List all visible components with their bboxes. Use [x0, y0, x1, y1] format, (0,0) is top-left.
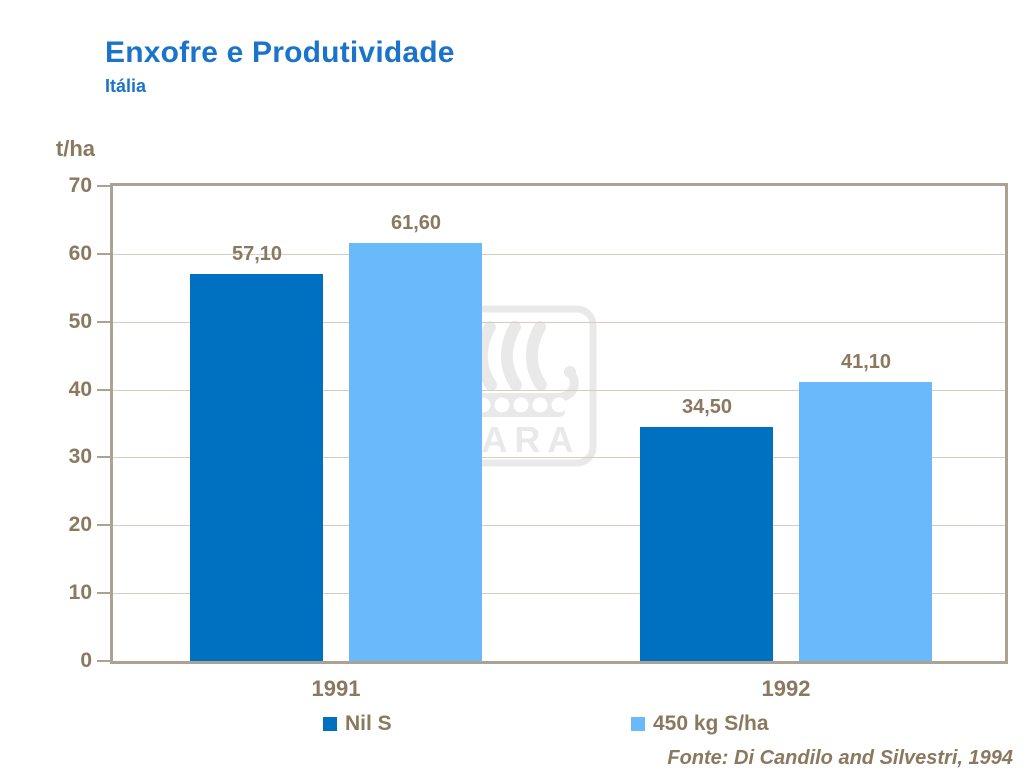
y-tick-mark — [97, 388, 110, 391]
legend-item-450kg: 450 kg S/ha — [631, 712, 769, 736]
bar-value-label: 41,10 — [840, 351, 892, 373]
bar-1991-nil-s — [190, 274, 323, 661]
legend-label: 450 kg S/ha — [653, 712, 769, 735]
y-tick-mark — [97, 524, 110, 527]
y-tick-label: 50 — [68, 309, 92, 333]
legend-label: Nil S — [345, 712, 392, 735]
y-tick-mark — [97, 320, 110, 323]
gridline — [113, 390, 1005, 391]
y-tick-label: 0 — [80, 649, 92, 672]
y-tick-label: 40 — [68, 377, 92, 401]
legend-swatch-icon — [323, 717, 337, 731]
x-category-label-1992: 1992 — [761, 676, 811, 701]
bar-1991-450kg — [349, 243, 482, 661]
y-tick-mark — [97, 592, 110, 595]
y-tick-mark — [97, 185, 110, 187]
gridline — [113, 322, 1005, 323]
y-axis-unit-label: t/ha — [55, 136, 95, 161]
y-tick-mark — [97, 456, 110, 459]
y-tick-mark — [97, 252, 110, 255]
legend-item-nil-s: Nil S — [323, 712, 392, 736]
y-tick-label: 60 — [68, 241, 92, 265]
legend-swatch-icon — [631, 717, 645, 731]
y-tick-label: 30 — [68, 445, 92, 469]
bar-1992-nil-s — [640, 427, 773, 661]
gridline — [113, 525, 1005, 526]
gridline — [113, 457, 1005, 458]
y-tick-mark — [97, 660, 110, 662]
bar-value-label: 57,10 — [231, 243, 283, 265]
x-category-label-1991: 1991 — [311, 676, 361, 701]
gridline — [113, 254, 1005, 255]
bar-1992-450kg — [799, 382, 932, 661]
y-tick-label: 10 — [68, 581, 92, 605]
bar-value-label: 34,50 — [681, 396, 733, 418]
viking-ship-sails-icon — [475, 321, 547, 391]
y-tick-label: 70 — [68, 174, 92, 197]
page-subtitle: Itália — [105, 76, 147, 96]
page-title: Enxofre e Produtividade — [105, 36, 455, 69]
source-citation: Fonte: Di Candilo and Silvestri, 1994 — [667, 747, 1013, 769]
plot-area: YARA — [110, 183, 1008, 664]
gridline — [113, 593, 1005, 594]
y-tick-label: 20 — [68, 513, 92, 537]
bar-value-label: 61,60 — [390, 212, 442, 234]
